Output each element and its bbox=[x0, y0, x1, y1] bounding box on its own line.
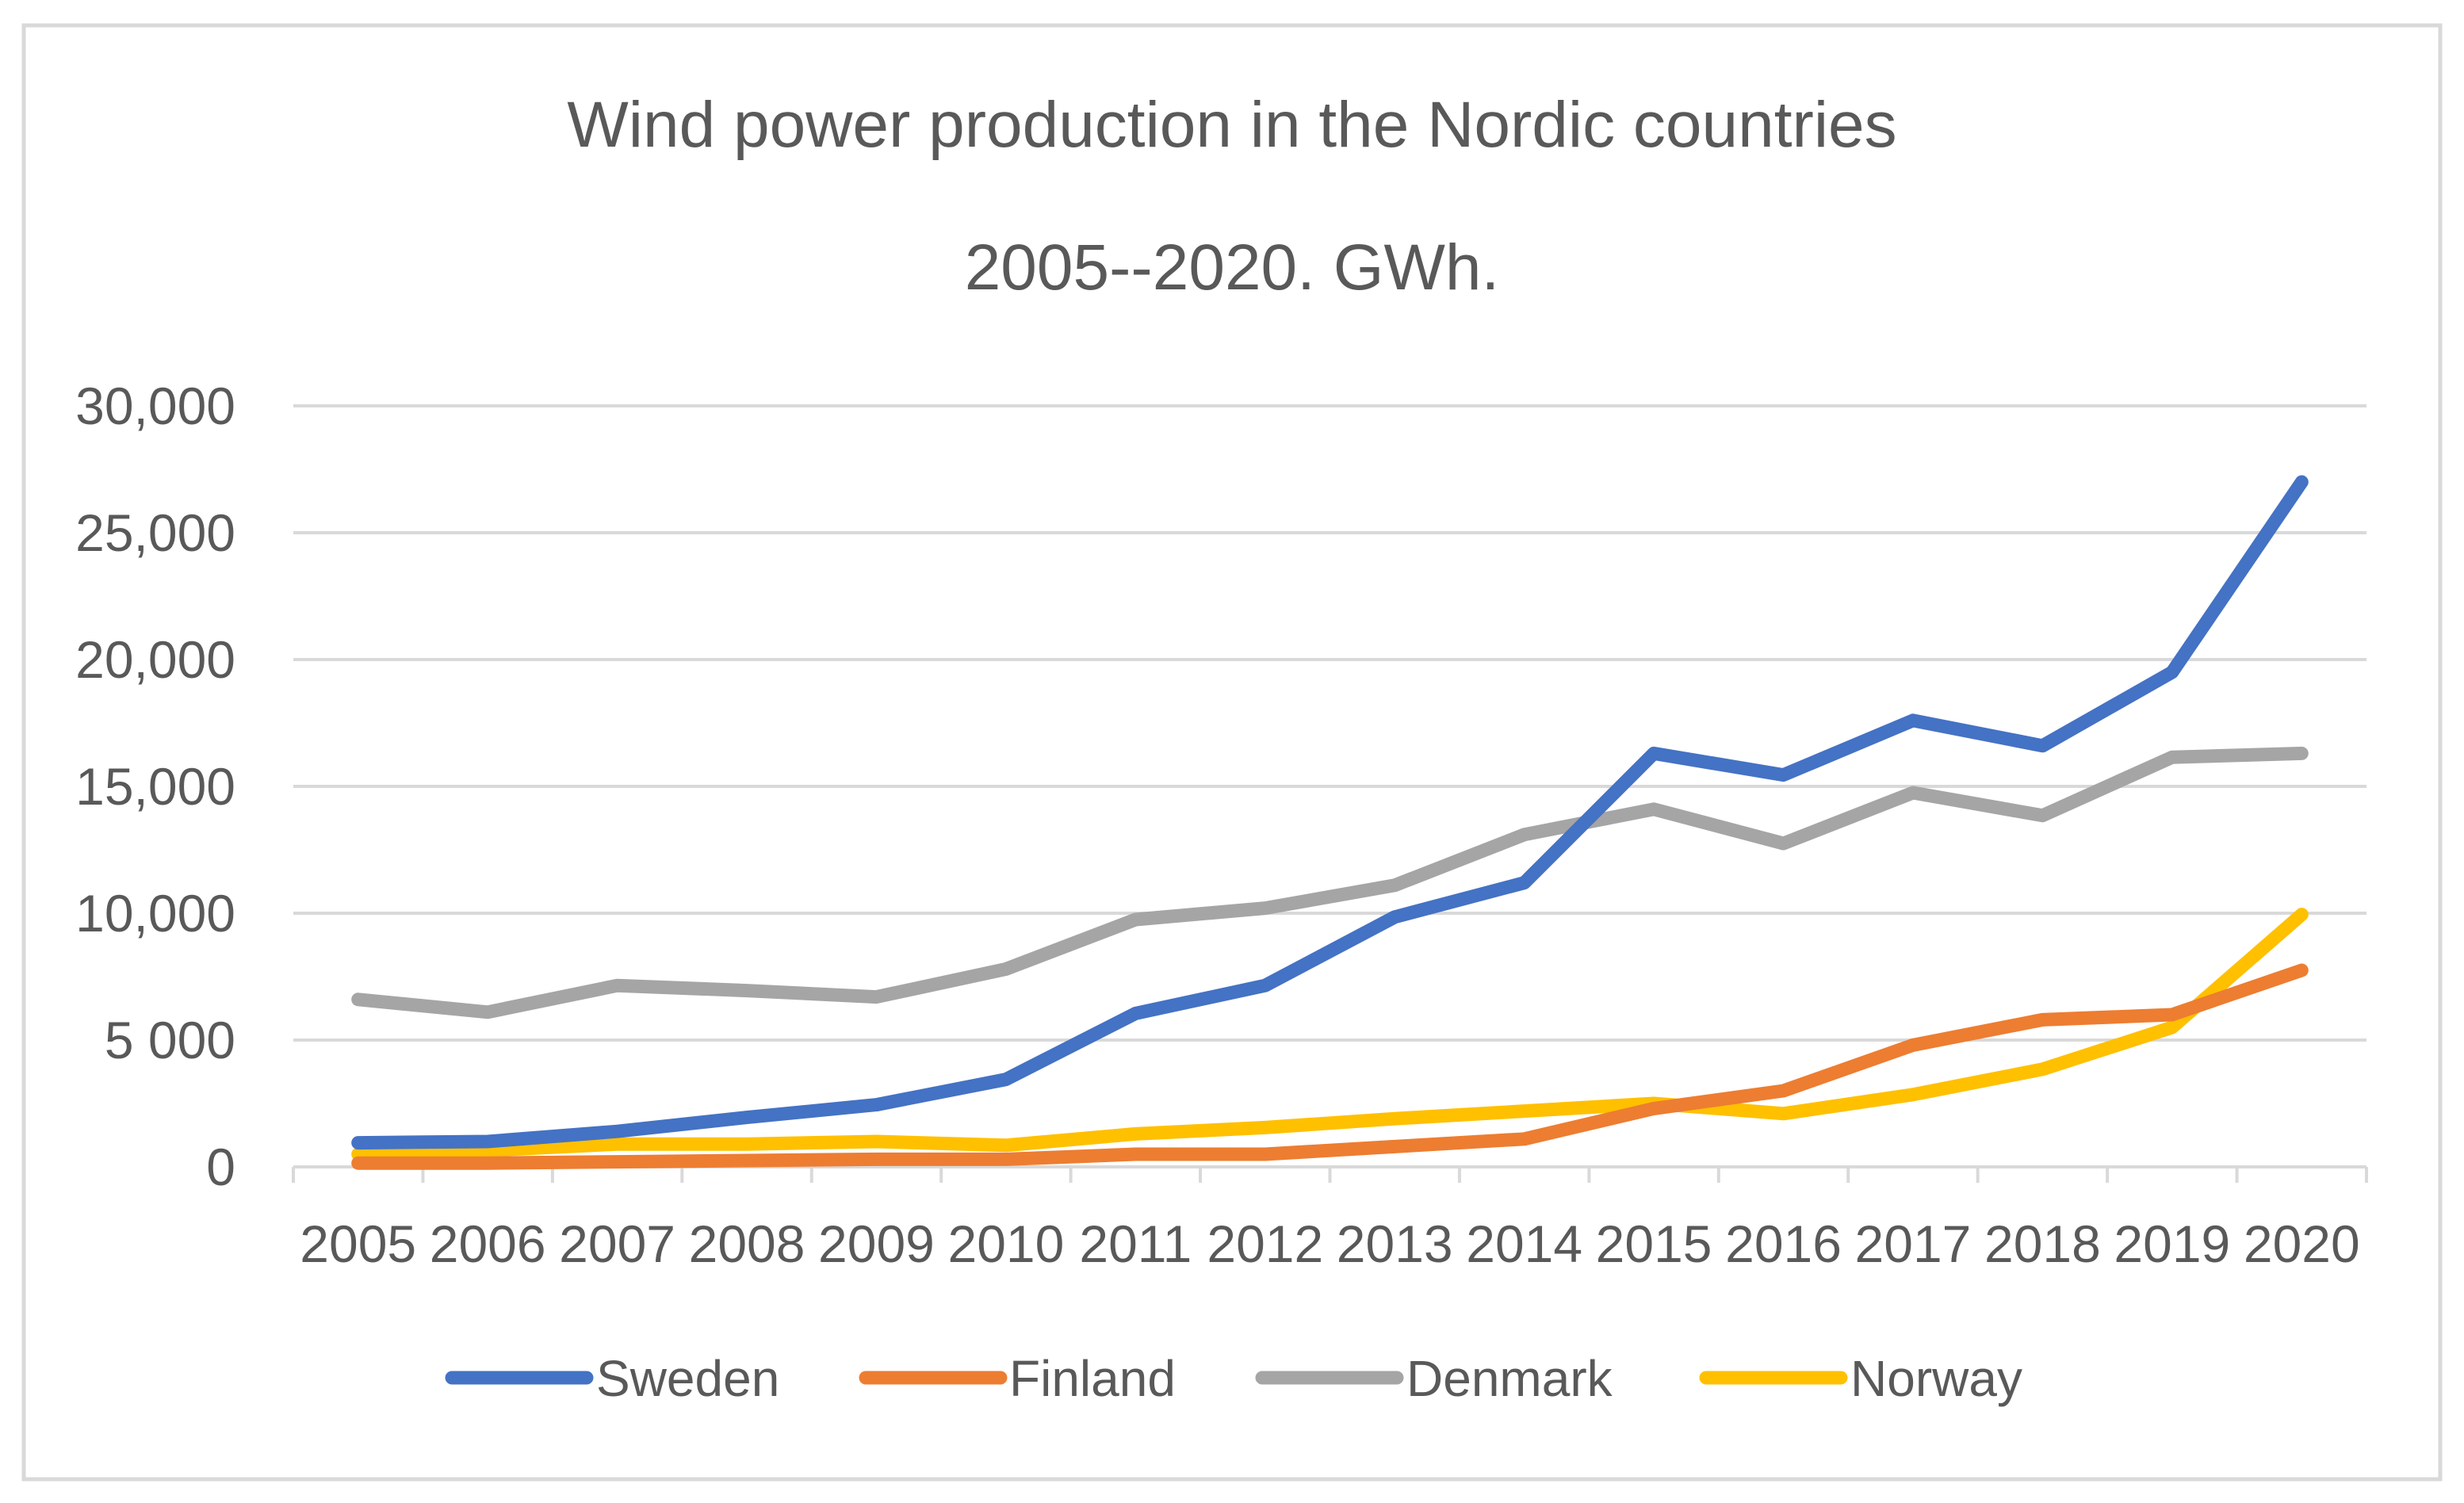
x-tick-label: 2005 bbox=[300, 1214, 416, 1273]
data-point-finland bbox=[875, 1158, 877, 1160]
x-axis: 2005 2006 2007 2008 2009 2010 2011 2012 2013 2014… bbox=[292, 1165, 2368, 1273]
data-point-sweden bbox=[2301, 481, 2302, 483]
data-point-finland bbox=[2301, 969, 2302, 971]
x-tick-label: 2008 bbox=[689, 1214, 805, 1273]
legend-label: Sweden bbox=[596, 1350, 779, 1407]
legend-item-sweden: Sweden bbox=[445, 1350, 779, 1407]
data-point-denmark bbox=[1783, 843, 1785, 844]
data-point-sweden bbox=[1653, 752, 1655, 754]
x-tick-label: 2015 bbox=[1596, 1214, 1712, 1273]
legend-label: Norway bbox=[1850, 1350, 2022, 1407]
y-tick-label: 15,000 bbox=[75, 757, 235, 816]
y-tick-label: 30,000 bbox=[75, 377, 235, 435]
legend-label: Finland bbox=[1009, 1350, 1176, 1407]
x-tick-label: 2020 bbox=[2244, 1214, 2360, 1273]
chart-title-line-2: 2005--2020. GWh. bbox=[965, 231, 1500, 304]
legend: Sweden Finland Denmark Norway bbox=[445, 1350, 2022, 1407]
data-point-sweden bbox=[1134, 1012, 1136, 1014]
data-point-denmark bbox=[2301, 752, 2302, 754]
series-line-sweden bbox=[351, 475, 2309, 1150]
data-point-denmark bbox=[875, 996, 877, 998]
x-tick-label: 2016 bbox=[1725, 1214, 1842, 1273]
chart-frame bbox=[21, 23, 2443, 1482]
data-point-denmark bbox=[1912, 792, 1914, 794]
x-tick-label: 2006 bbox=[430, 1214, 546, 1273]
y-tick-label: 5 000 bbox=[105, 1011, 235, 1069]
data-point-denmark bbox=[1524, 834, 1525, 836]
series-line-denmark bbox=[351, 746, 2309, 1019]
data-point-finland bbox=[1005, 1158, 1007, 1160]
x-tick-label: 2009 bbox=[818, 1214, 935, 1273]
gridlines bbox=[293, 404, 2366, 1042]
data-point-sweden bbox=[1912, 720, 1914, 721]
data-point-finland bbox=[1783, 1090, 1785, 1092]
series-lines bbox=[351, 475, 2309, 1170]
data-point-denmark bbox=[746, 990, 748, 992]
y-tick-label: 20,000 bbox=[75, 630, 235, 689]
chart-title-line-1: Wind power production in the Nordic coun… bbox=[567, 89, 1896, 161]
x-tick-label: 2014 bbox=[1466, 1214, 1582, 1273]
legend-item-finland: Finland bbox=[859, 1350, 1176, 1407]
legend-label: Denmark bbox=[1406, 1350, 1613, 1407]
x-tick-label: 2017 bbox=[1855, 1214, 1972, 1273]
data-point-norway bbox=[2171, 1027, 2173, 1028]
x-tick-label: 2007 bbox=[559, 1214, 675, 1273]
data-point-norway bbox=[1783, 1113, 1785, 1115]
data-point-sweden bbox=[1005, 1079, 1007, 1080]
data-point-sweden bbox=[2041, 745, 2043, 747]
data-point-sweden bbox=[746, 1117, 748, 1119]
data-point-finland bbox=[1912, 1044, 1914, 1046]
data-point-norway bbox=[1912, 1094, 1914, 1096]
x-tick-label: 2010 bbox=[947, 1214, 1064, 1273]
series-line-finland bbox=[351, 963, 2309, 1170]
x-tick-label: 2013 bbox=[1337, 1214, 1453, 1273]
data-point-norway bbox=[617, 1143, 618, 1145]
data-point-norway bbox=[2301, 914, 2302, 916]
data-point-finland bbox=[2041, 1019, 2043, 1020]
data-point-sweden bbox=[2171, 671, 2173, 673]
data-point-denmark bbox=[2041, 815, 2043, 817]
x-tick-label: 2019 bbox=[2114, 1214, 2230, 1273]
x-tick-label: 2011 bbox=[1079, 1214, 1192, 1273]
data-point-denmark bbox=[617, 985, 618, 986]
legend-item-norway: Norway bbox=[1699, 1350, 2022, 1407]
data-point-finland bbox=[617, 1161, 618, 1163]
y-tick-label: 25,000 bbox=[75, 503, 235, 562]
y-tick-label: 10,000 bbox=[75, 884, 235, 943]
data-point-finland bbox=[1524, 1138, 1525, 1140]
series-line-norway bbox=[351, 908, 2309, 1161]
data-point-sweden bbox=[1524, 882, 1525, 884]
y-axis-ticks: 0 5 000 10,000 15,000 20,000 25,000 30,000 bbox=[75, 377, 235, 1196]
legend-item-denmark: Denmark bbox=[1255, 1350, 1613, 1407]
data-point-norway bbox=[746, 1143, 748, 1145]
x-tick-label: 2012 bbox=[1207, 1214, 1323, 1273]
data-point-sweden bbox=[875, 1104, 877, 1106]
y-tick-label: 0 bbox=[206, 1138, 235, 1196]
data-point-sweden bbox=[617, 1130, 618, 1132]
data-point-finland bbox=[1134, 1153, 1136, 1155]
x-tick-label: 2018 bbox=[1984, 1214, 2101, 1273]
data-point-finland bbox=[1653, 1107, 1655, 1109]
data-point-denmark bbox=[2171, 756, 2173, 758]
data-point-sweden bbox=[1783, 774, 1785, 776]
